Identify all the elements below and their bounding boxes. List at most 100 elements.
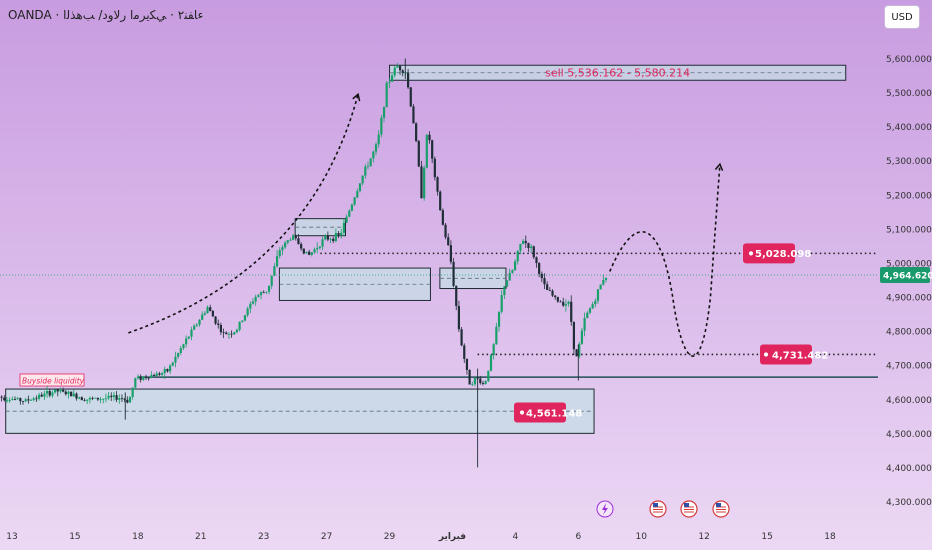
candle-up [487,371,489,381]
x-tick-label: 6 [575,532,581,542]
candle-up [498,312,500,327]
candle-down [121,398,123,399]
candle-up [279,250,281,256]
candle-up [351,205,353,211]
sell-zone-label: sell 5,536.162 - 5,580.214 [545,67,690,80]
candle-up [284,243,286,248]
candle-up [188,337,190,339]
candle-up [426,135,428,168]
candle-up [255,297,257,301]
candle-up [605,278,607,280]
candle-down [263,292,265,293]
candle-down [415,123,417,141]
candle-up [137,376,139,378]
candle-down [220,325,222,332]
candle-up [265,292,267,293]
candle-down [225,333,227,335]
candle-up [348,211,350,217]
candle-down [444,225,446,238]
candle-down [557,297,559,301]
candle-down [399,66,401,70]
candle-down [308,252,310,255]
candle-up [287,240,289,242]
candle-up [54,389,56,392]
candle-up [99,399,101,400]
candle-down [410,87,412,106]
symbol-title: OANDA · ﺀﺎﻔﻨ٢ · ﻲﻜﻳﺮﻣﺍ ﺭﻻﻭﺩ/ ﺐﻫﺬﻟﺍ [8,8,203,22]
candle-up [281,247,283,250]
candle-up [380,118,382,135]
candle-up [394,68,396,76]
candle-up [354,197,356,204]
candle-down [297,238,299,244]
candle-up [362,176,364,184]
y-tick-label: 4,600.000 [886,396,932,406]
candle-up [185,339,187,345]
x-tick-label: 13 [6,532,17,542]
candle-up [241,321,243,322]
y-tick-label: 4,900.000 [886,294,932,304]
candle-down [463,345,465,358]
candle-down [407,72,409,87]
candle-up [356,191,358,197]
x-tick-label: 18 [132,532,144,542]
currency-button[interactable]: USD [884,5,920,29]
y-tick-label: 4,500.000 [886,430,932,440]
candle-up [321,239,323,246]
candle-up [43,394,45,397]
candle-up [107,396,109,399]
candle-up [51,392,53,395]
candle-down [538,263,540,274]
x-tick-label: 29 [384,532,396,542]
candle-up [423,168,425,198]
candle-up [335,233,337,241]
candle-up [375,144,377,151]
candle-down [436,177,438,191]
candle-up [345,217,347,223]
candle-up [386,83,388,107]
candle-up [193,326,195,330]
y-tick-label: 5,500.000 [886,89,932,99]
level-5028-badge-dot [748,251,753,256]
candle-up [396,66,398,68]
candle-down [231,334,233,335]
buyside-label: Buyside liquidity [22,377,85,386]
candle-up [177,353,179,357]
y-tick-label: 4,400.000 [886,464,932,474]
candle-up [514,261,516,270]
candle-down [434,159,436,177]
candle-up [602,280,604,285]
candle-down [527,243,529,248]
candle-down [452,262,454,286]
candle-up [249,304,251,309]
candle-down [65,392,67,395]
candle-up [17,398,19,399]
candle-up [38,395,40,399]
y-tick-label: 5,100.000 [886,225,932,235]
candle-down [546,284,548,290]
candle-up [142,377,144,380]
candle-up [228,334,230,335]
x-tick-label: 15 [69,532,80,542]
candle-down [27,399,29,400]
candle-down [295,235,297,238]
candle-up [86,399,88,400]
candle-up [565,304,567,306]
candle-down [70,392,72,397]
x-tick-label: 18 [824,532,836,542]
candle-up [150,375,152,378]
candle-up [584,318,586,331]
candle-down [562,302,564,306]
candle-up [367,166,369,167]
candle-up [260,292,262,295]
y-tick-label: 5,200.000 [886,191,932,201]
candle-up [257,295,259,297]
candle-up [94,398,96,399]
candle-down [570,302,572,322]
candle-down [418,141,420,166]
candle-down [214,317,216,324]
candle-up [271,276,273,286]
candle-up [198,320,200,325]
